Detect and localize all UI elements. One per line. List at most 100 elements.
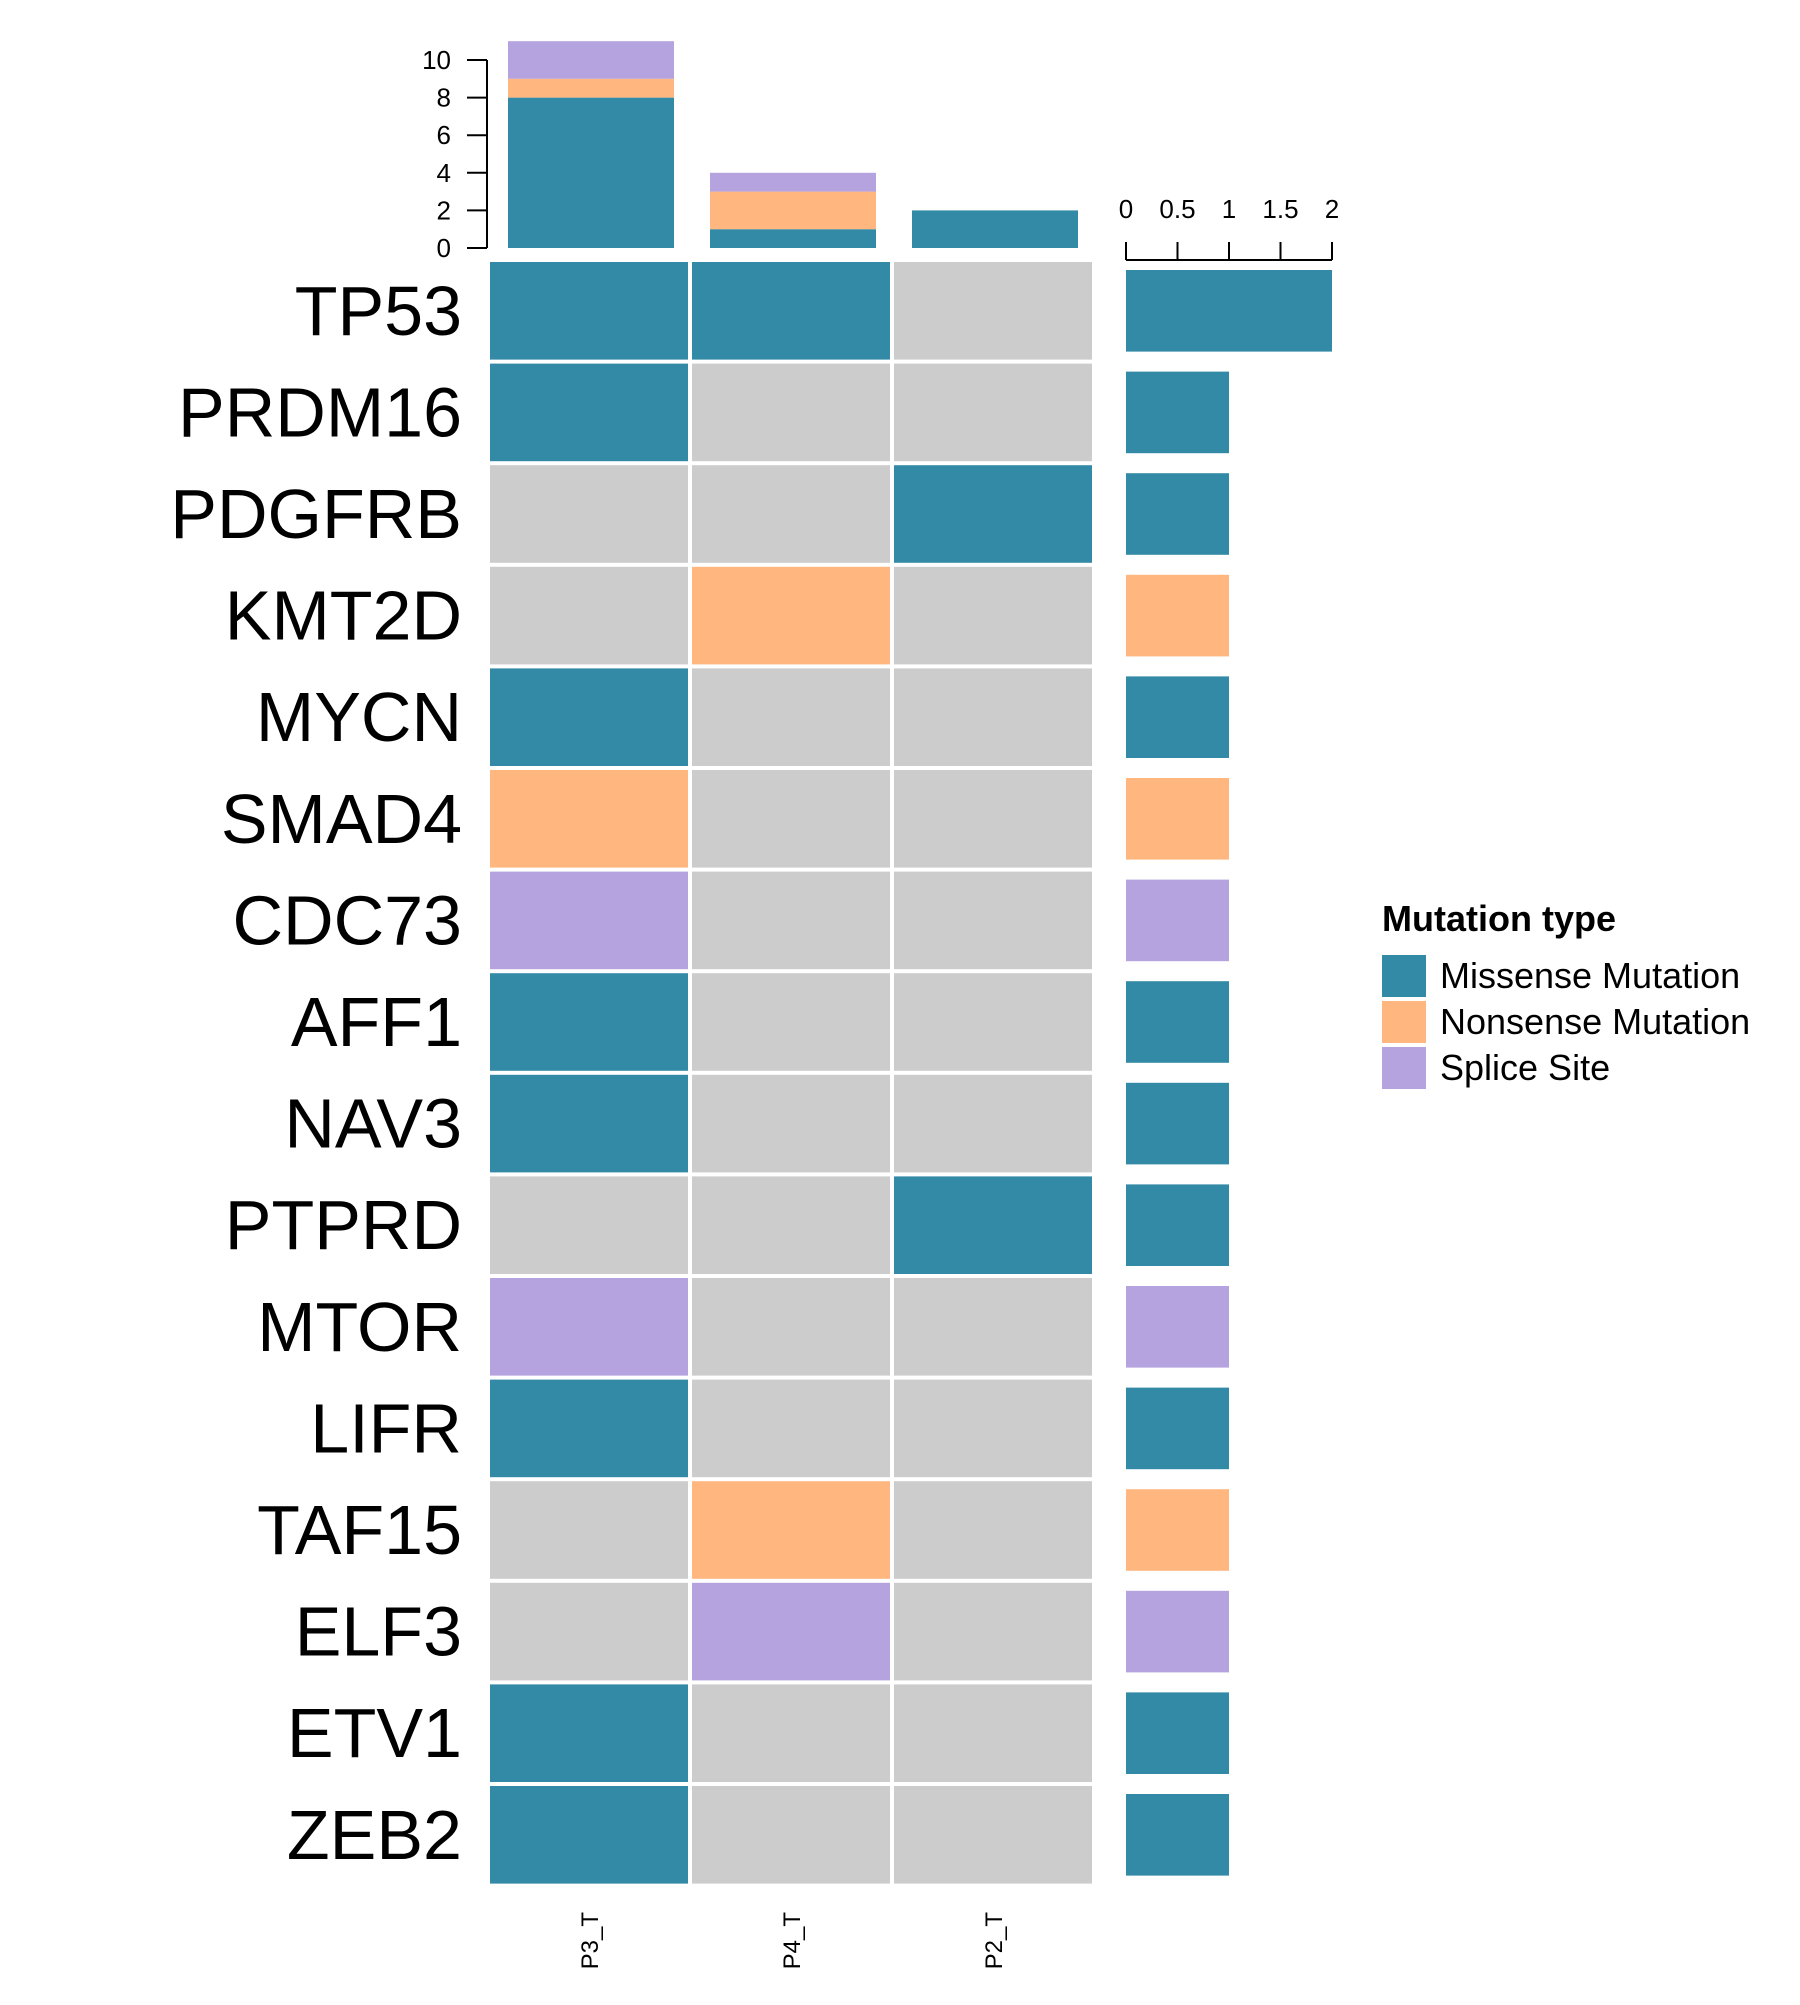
legend-label-nonsense-mutation: Nonsense Mutation (1440, 1001, 1750, 1042)
cell-smad4-p4-t (692, 770, 890, 868)
side-bar-tick-label-1-5: 1.5 (1262, 194, 1298, 224)
side-bar-cdc73-splice-site (1126, 879, 1229, 962)
side-bar-tick-label-2: 2 (1325, 194, 1339, 224)
gene-label-zeb2: ZEB2 (287, 1796, 462, 1874)
top-bar-p4-t-splice-site (710, 172, 876, 192)
cell-nav3-p4-t (692, 1074, 890, 1173)
cell-etv1-p4-t (692, 1684, 890, 1782)
cell-tp53-p2-t (894, 262, 1092, 360)
side-bar-aff1-missense-mutation (1126, 981, 1229, 1063)
cell-cdc73-p2-t (894, 871, 1092, 970)
side-bar-taf15-nonsense-mutation (1126, 1489, 1229, 1571)
cell-aff1-p2-t (894, 973, 1092, 1071)
cell-etv1-p2-t (894, 1684, 1092, 1782)
sample-label-p4-t: P4_T (779, 1912, 806, 1970)
legend-swatch-splice-site (1382, 1047, 1426, 1089)
side-bar-tick-label-0-5: 0.5 (1159, 194, 1195, 224)
gene-label-etv1: ETV1 (287, 1694, 462, 1772)
cell-nav3-p2-t (894, 1074, 1092, 1173)
gene-label-ptprd: PTPRD (225, 1186, 462, 1264)
side-bar-tp53-missense-mutation (1126, 270, 1332, 352)
cell-ptprd-p2-t (894, 1176, 1092, 1274)
cell-pdgfrb-p4-t (692, 465, 890, 563)
cell-ptprd-p4-t (692, 1176, 890, 1274)
cell-lifr-p2-t (894, 1379, 1092, 1478)
sample-label-row: P3_T P4_T P2_T (577, 1912, 1008, 1970)
cell-kmt2d-p4-t (692, 566, 890, 665)
cell-etv1-p3-t (490, 1684, 688, 1782)
gene-label-pdgfrb: PDGFRB (170, 475, 462, 553)
gene-label-prdm16: PRDM16 (178, 373, 462, 451)
top-bar-tick-label-0: 0 (437, 233, 451, 263)
cell-elf3-p2-t (894, 1582, 1092, 1681)
side-bar-tick-label-1: 1 (1222, 194, 1236, 224)
cell-mtor-p3-t (490, 1278, 688, 1376)
side-bar-panel: 0 0.5 1 1.5 2 (1119, 194, 1339, 1876)
cell-smad4-p2-t (894, 770, 1092, 868)
cell-tp53-p4-t (692, 262, 890, 360)
cell-mtor-p2-t (894, 1278, 1092, 1376)
gene-label-tp53: TP53 (295, 272, 462, 350)
side-bar-smad4-nonsense-mutation (1126, 778, 1229, 860)
top-bar-p2-t-missense-mutation (912, 210, 1078, 248)
cell-zeb2-p4-t (692, 1786, 890, 1884)
legend-swatch-missense-mutation (1382, 955, 1426, 997)
cell-ptprd-p3-t (490, 1176, 688, 1274)
top-bar-p3-t-splice-site (508, 41, 674, 79)
cell-smad4-p3-t (490, 770, 688, 868)
cell-aff1-p4-t (692, 973, 890, 1071)
cell-cdc73-p3-t (490, 871, 688, 970)
gene-label-smad4: SMAD4 (221, 780, 462, 858)
side-bar-nav3-missense-mutation (1126, 1082, 1229, 1165)
cell-zeb2-p2-t (894, 1786, 1092, 1884)
cell-tp53-p3-t (490, 262, 688, 360)
side-bar-ptprd-missense-mutation (1126, 1184, 1229, 1266)
cell-mycn-p3-t (490, 668, 688, 766)
gene-label-mycn: MYCN (256, 678, 462, 756)
side-bar-zeb2-missense-mutation (1126, 1794, 1229, 1876)
top-bar-tick-label-4: 4 (437, 158, 451, 188)
legend-swatch-nonsense-mutation (1382, 1001, 1426, 1043)
cell-cdc73-p4-t (692, 871, 890, 970)
cell-mycn-p2-t (894, 668, 1092, 766)
gene-label-nav3: NAV3 (284, 1085, 462, 1163)
side-bar-lifr-missense-mutation (1126, 1387, 1229, 1470)
side-bar-tick-label-0: 0 (1119, 194, 1133, 224)
cell-taf15-p4-t (692, 1481, 890, 1579)
legend-label-splice-site: Splice Site (1440, 1047, 1610, 1088)
cell-elf3-p3-t (490, 1582, 688, 1681)
cell-elf3-p4-t (692, 1582, 890, 1681)
sample-label-p3-t: P3_T (577, 1912, 604, 1970)
cell-pdgfrb-p3-t (490, 465, 688, 563)
top-bar-tick-label-10: 10 (422, 45, 451, 75)
legend-title: Mutation type (1382, 898, 1616, 939)
side-bar-etv1-missense-mutation (1126, 1692, 1229, 1774)
mutation-heatmap (490, 262, 1092, 1884)
cell-mycn-p4-t (692, 668, 890, 766)
gene-label-elf3: ELF3 (295, 1593, 462, 1671)
cell-prdm16-p4-t (692, 363, 890, 462)
sample-label-p2-t: P2_T (981, 1912, 1008, 1970)
side-bar-pdgfrb-missense-mutation (1126, 473, 1229, 555)
gene-label-taf15: TAF15 (257, 1491, 462, 1569)
side-bar-kmt2d-nonsense-mutation (1126, 574, 1229, 657)
side-bar-mtor-splice-site (1126, 1286, 1229, 1368)
cell-nav3-p3-t (490, 1074, 688, 1173)
top-bar-panel: 0 2 4 6 8 10 (422, 41, 1078, 263)
cell-aff1-p3-t (490, 973, 688, 1071)
top-bar-p3-t-missense-mutation (508, 97, 674, 248)
top-bar-tick-label-8: 8 (437, 83, 451, 113)
cell-zeb2-p3-t (490, 1786, 688, 1884)
cell-prdm16-p2-t (894, 363, 1092, 462)
side-bar-prdm16-missense-mutation (1126, 371, 1229, 454)
cell-kmt2d-p2-t (894, 566, 1092, 665)
cell-prdm16-p3-t (490, 363, 688, 462)
top-bar-p3-t-nonsense-mutation (508, 78, 674, 98)
top-bar-p4-t-nonsense-mutation (710, 191, 876, 230)
cell-mtor-p4-t (692, 1278, 890, 1376)
cell-kmt2d-p3-t (490, 566, 688, 665)
gene-label-lifr: LIFR (310, 1389, 462, 1467)
top-bar-tick-label-2: 2 (437, 195, 451, 225)
